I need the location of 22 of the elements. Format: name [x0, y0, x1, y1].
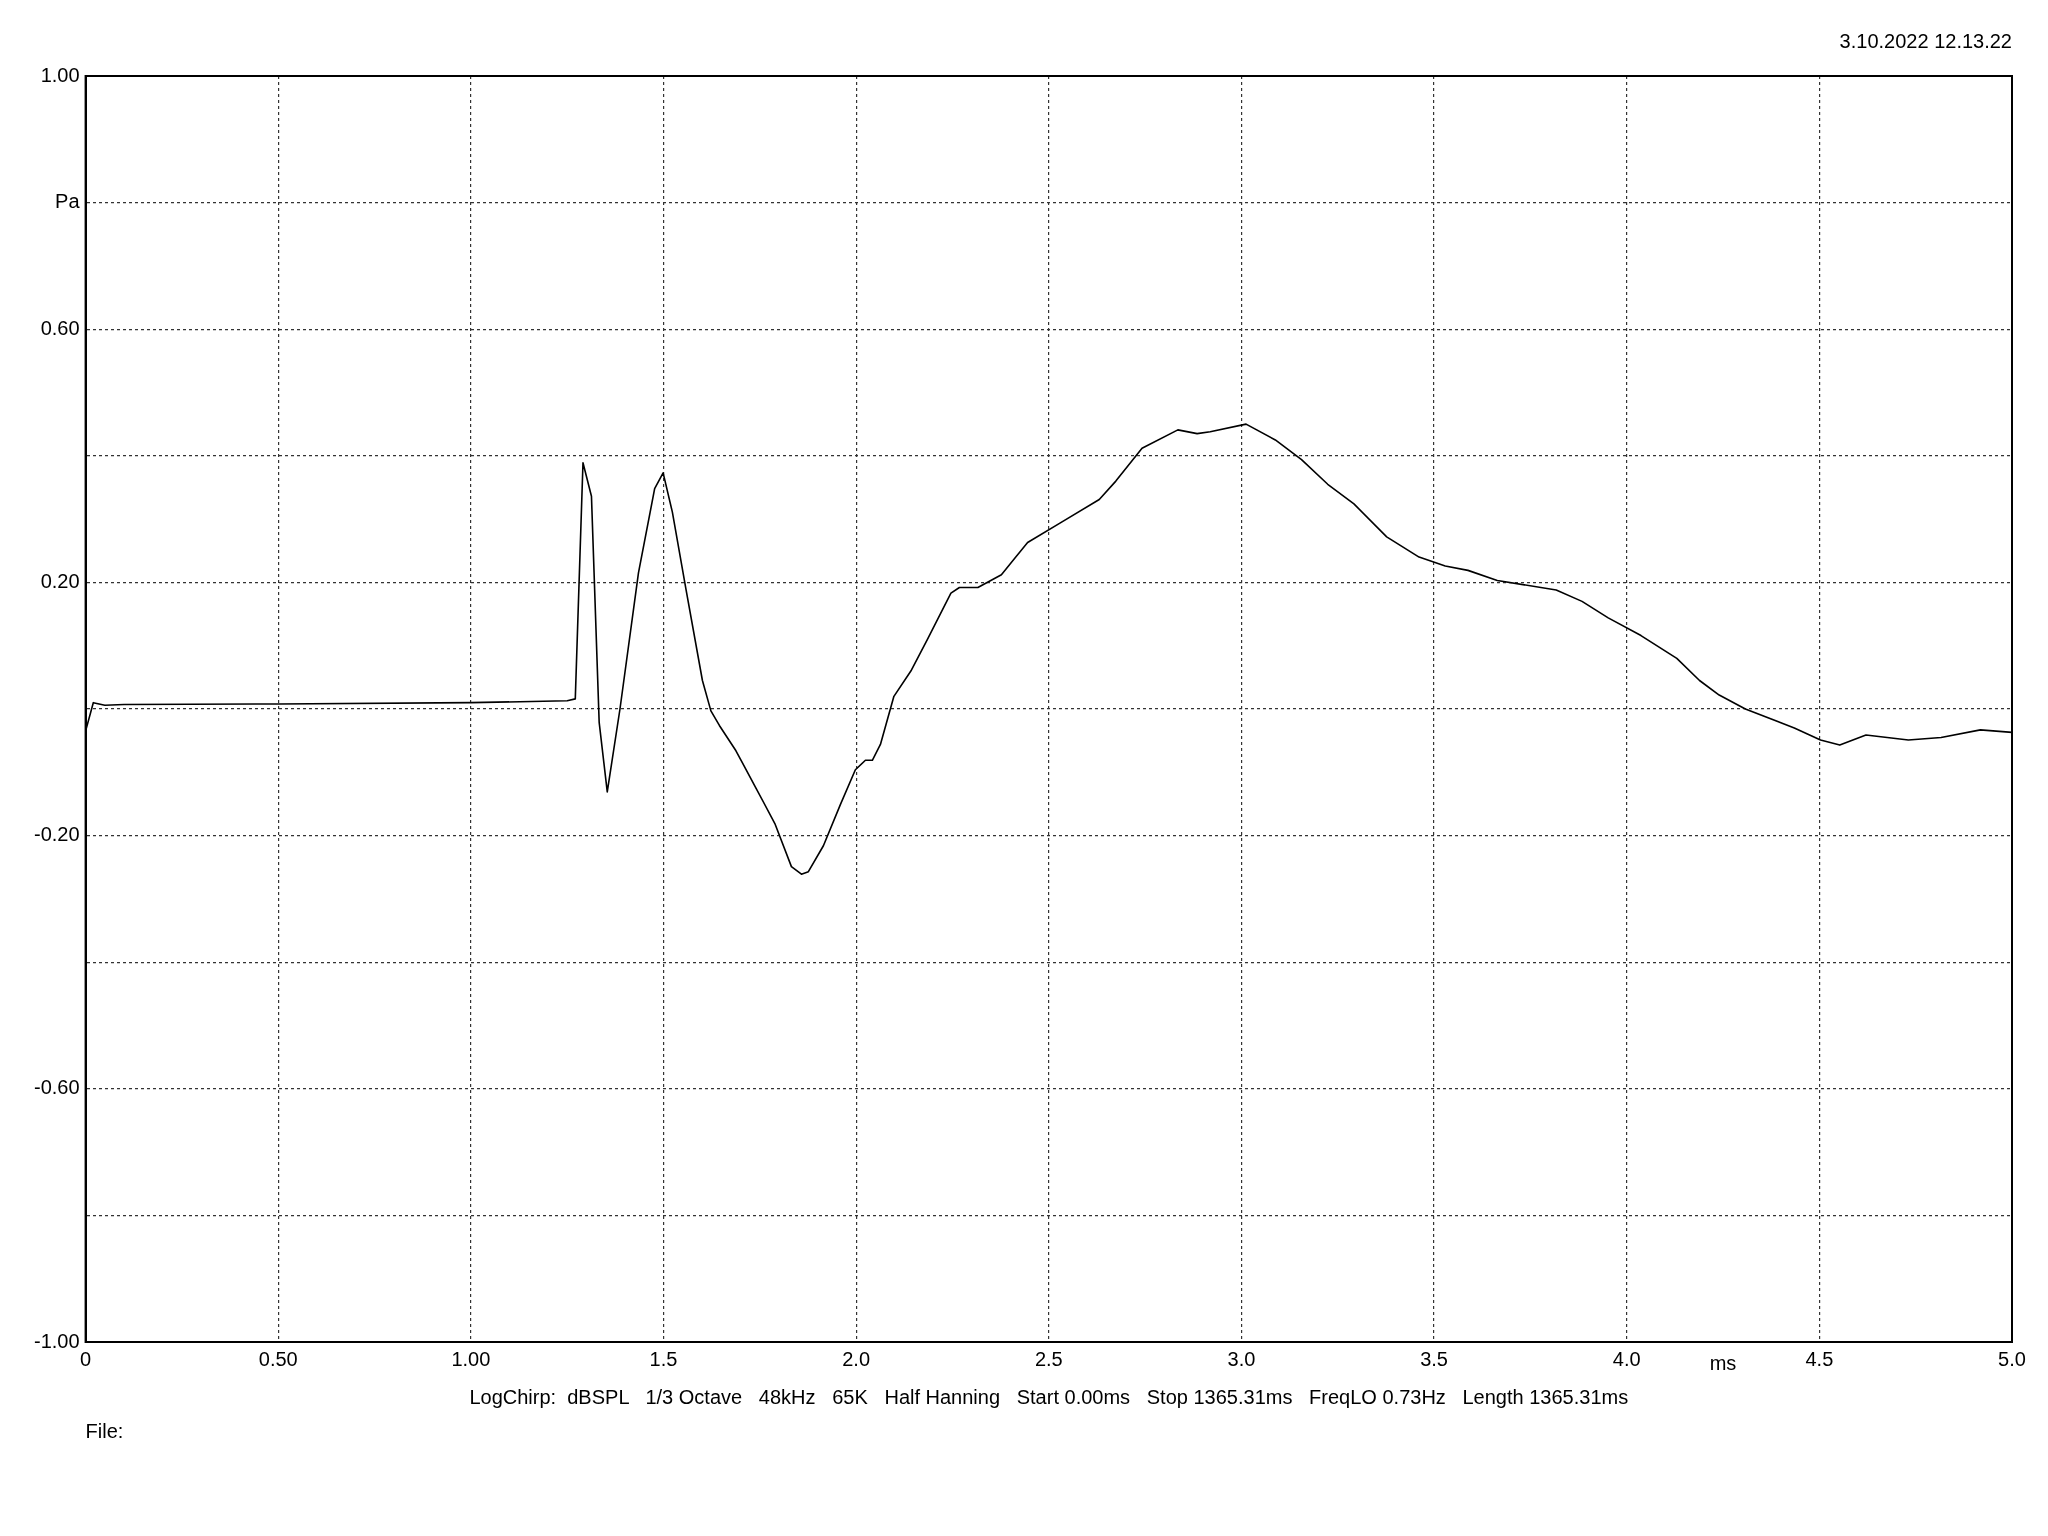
- x-tick-label: 3.5: [1420, 1347, 1448, 1370]
- y-tick-label: -1.00: [33, 1329, 80, 1352]
- y-axis-title: Pa: [55, 190, 81, 213]
- x-tick-label: 0.50: [258, 1347, 298, 1370]
- y-tick-label: 0.20: [40, 569, 80, 592]
- x-tick-label: 4.0: [1612, 1347, 1641, 1370]
- x-tick-label: 2.5: [1034, 1347, 1063, 1370]
- y-tick-label: -0.20: [33, 823, 80, 846]
- x-tick-label: 0: [80, 1347, 92, 1370]
- y-tick-label: 0.60: [40, 316, 80, 339]
- text: LogChirp: dBSPL 1/3 Octave 48kHz 65K Half Hanning Start 0.00ms Stop 1365.31ms FreqLO 0.73Hz Length 1365.31ms: [469, 1385, 1629, 1408]
- x-tick-label: 1.00: [451, 1347, 491, 1370]
- y-tick-label: -0.60: [33, 1076, 80, 1099]
- y-tick-label: 1.00: [40, 63, 80, 86]
- x-tick-label: 5.0: [1998, 1347, 2026, 1370]
- x-tick-label: 2.0: [842, 1347, 871, 1370]
- x-tick-label: 1.5: [649, 1347, 678, 1370]
- text: File:: [85, 1419, 124, 1442]
- x-axis-title: ms: [1709, 1351, 1737, 1374]
- text: 3.10.2022 12.13.22: [1839, 29, 2012, 52]
- x-tick-label: 4.5: [1805, 1347, 1834, 1370]
- x-tick-label: 3.0: [1227, 1347, 1256, 1370]
